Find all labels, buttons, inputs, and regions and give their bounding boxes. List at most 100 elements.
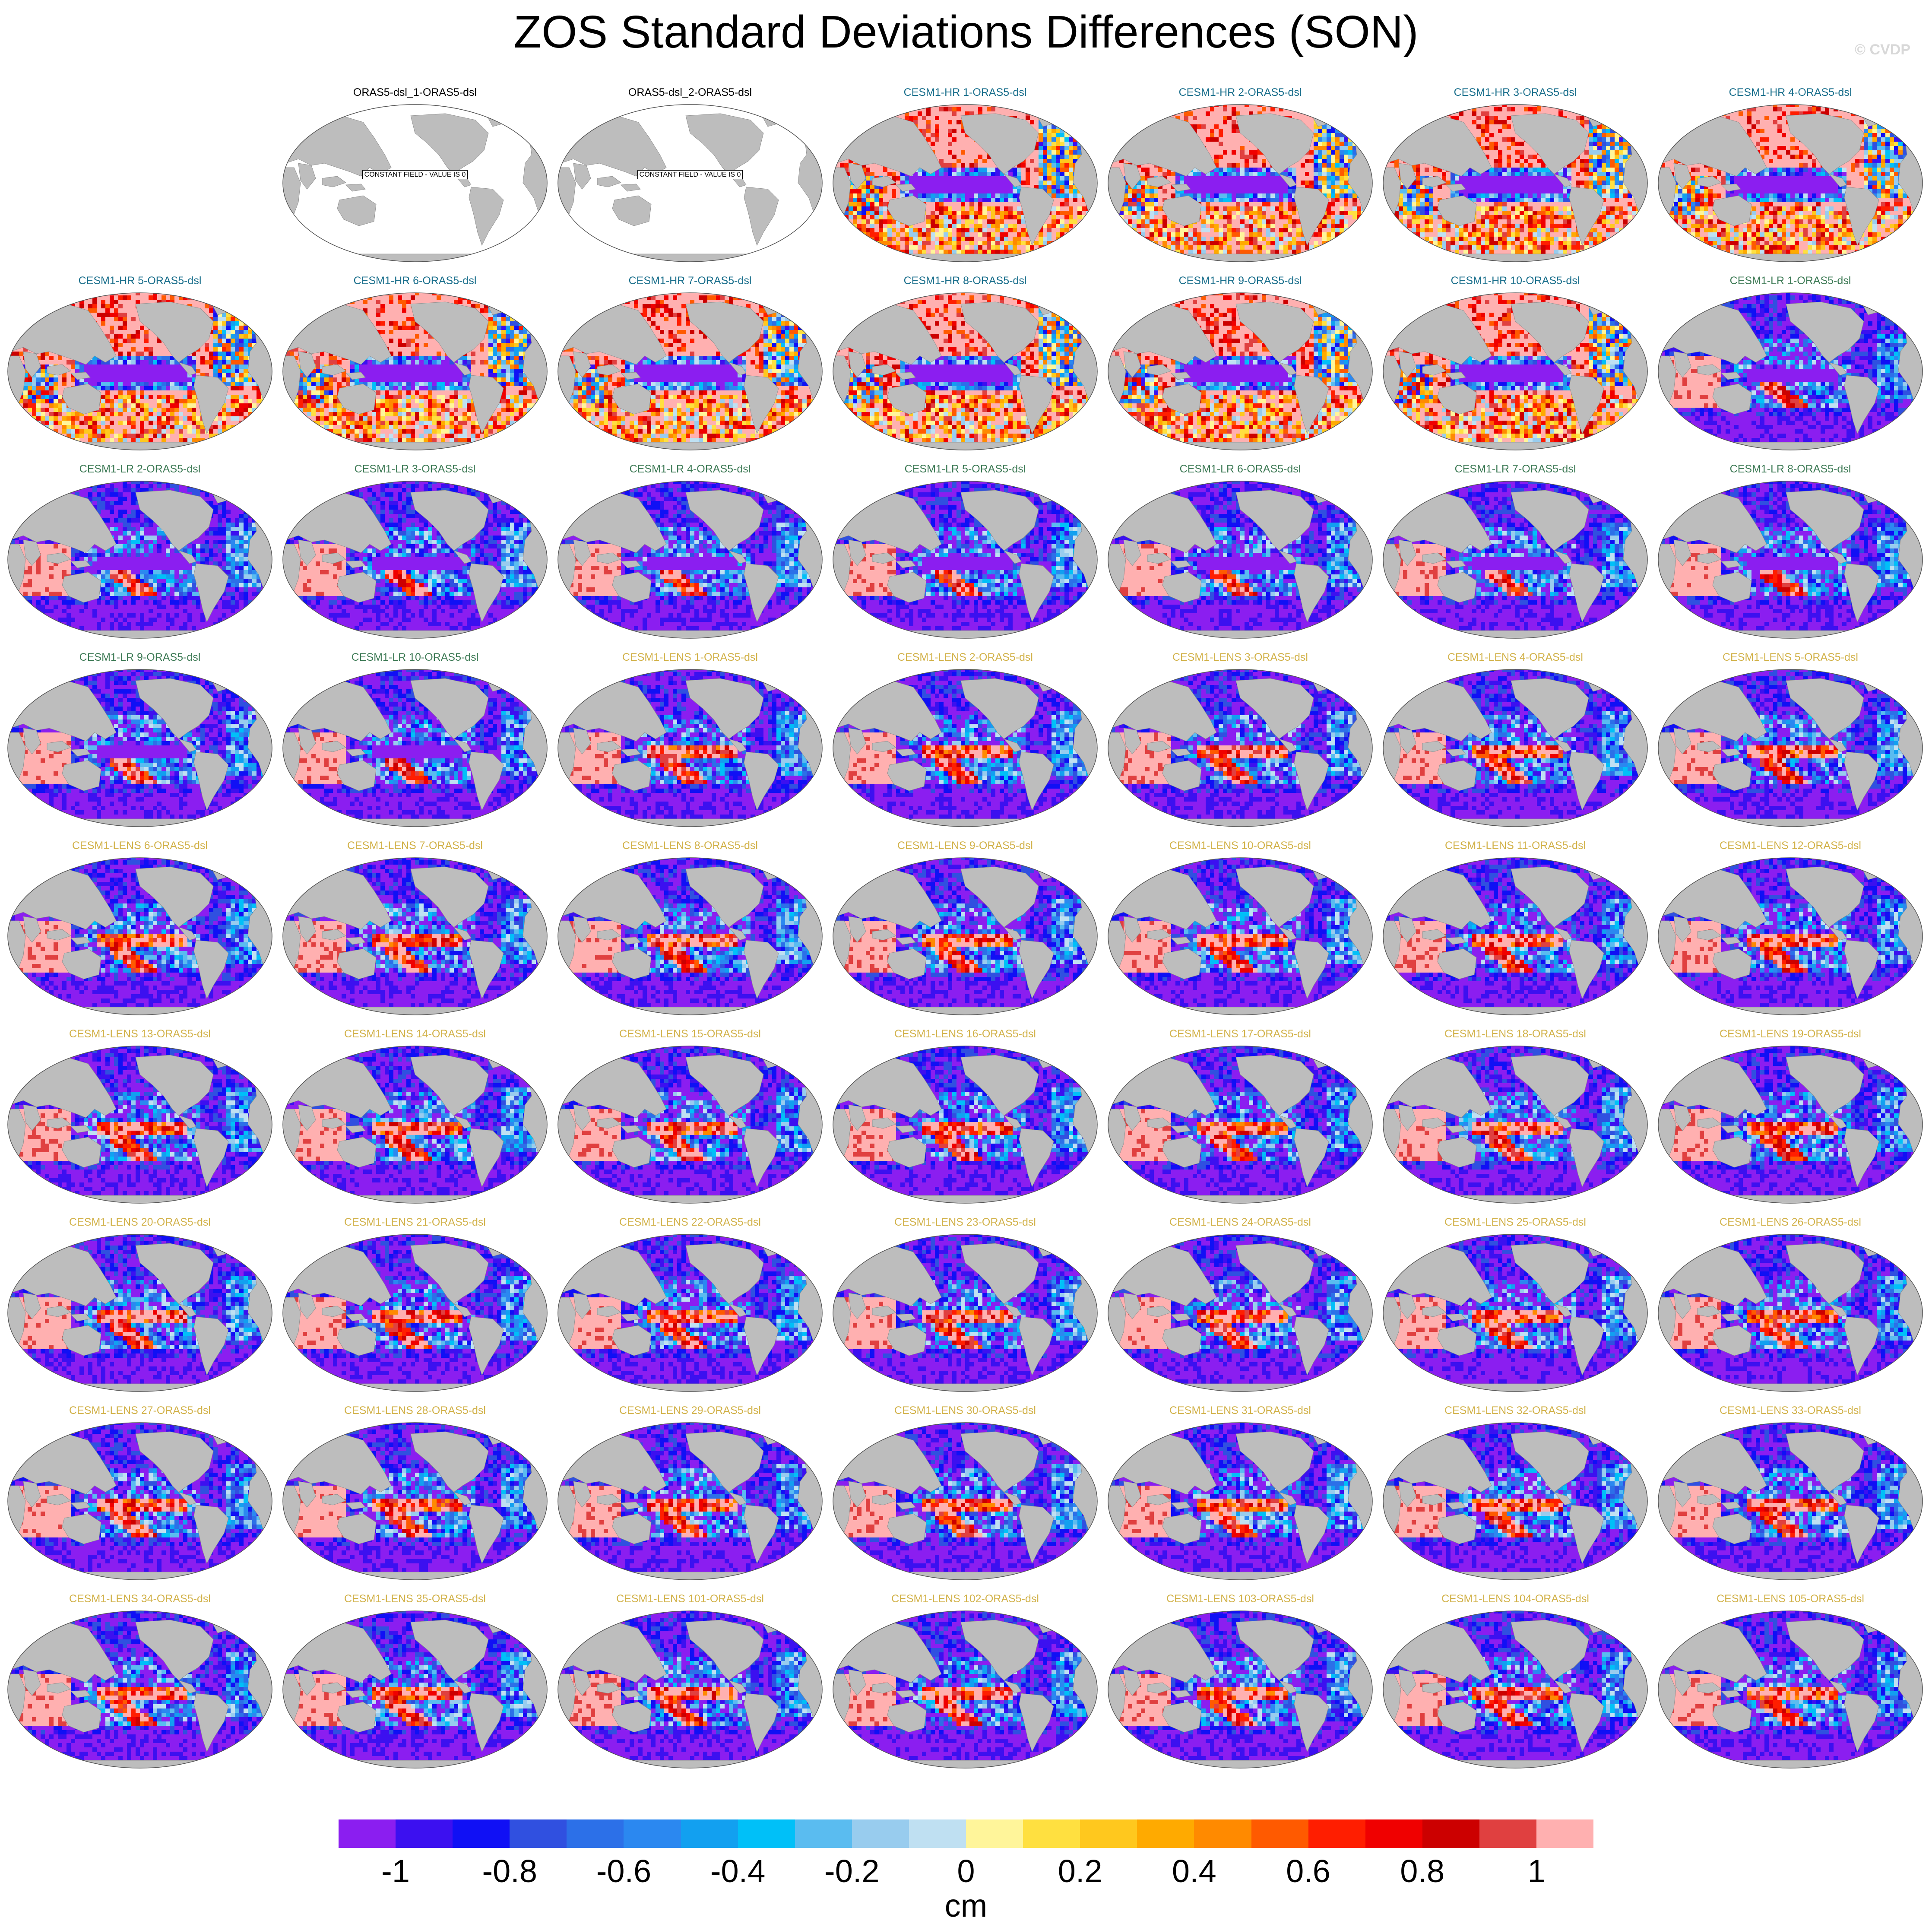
- colorbar-segment: [339, 1819, 396, 1848]
- panel-title: CESM1-LENS 20-ORAS5-dsl: [6, 1216, 274, 1229]
- map-panel: CESM1-LENS 19-ORAS5-dsl: [1656, 1028, 1924, 1205]
- map-panel: CESM1-LENS 13-ORAS5-dsl: [6, 1028, 274, 1205]
- panel-title: CESM1-LENS 27-ORAS5-dsl: [6, 1404, 274, 1417]
- map-panel: CESM1-HR 1-ORAS5-dsl: [831, 86, 1099, 263]
- panel-title: CESM1-LENS 12-ORAS5-dsl: [1656, 840, 1924, 852]
- world-map: [556, 103, 824, 263]
- panel-title: CESM1-LENS 9-ORAS5-dsl: [831, 840, 1099, 852]
- panel-title: CESM1-LENS 101-ORAS5-dsl: [556, 1593, 824, 1605]
- colorbar-tick-label: 0.4: [1142, 1853, 1246, 1889]
- panel-title: CESM1-HR 7-ORAS5-dsl: [556, 275, 824, 287]
- map-panel: CESM1-LENS 105-ORAS5-dsl: [1656, 1593, 1924, 1770]
- map-panel: CESM1-HR 4-ORAS5-dsl: [1656, 86, 1924, 263]
- map-panel: CESM1-LENS 23-ORAS5-dsl: [831, 1216, 1099, 1393]
- map-panel: CESM1-LR 6-ORAS5-dsl: [1106, 463, 1374, 640]
- world-map: [831, 1609, 1099, 1770]
- panel-title: CESM1-HR 9-ORAS5-dsl: [1106, 275, 1374, 287]
- world-map: [281, 479, 549, 640]
- panel-title: CESM1-LENS 6-ORAS5-dsl: [6, 840, 274, 852]
- panel-title: CESM1-LR 9-ORAS5-dsl: [6, 651, 274, 664]
- panel-title: CESM1-LENS 25-ORAS5-dsl: [1381, 1216, 1649, 1229]
- map-panel: CESM1-LENS 4-ORAS5-dsl: [1381, 651, 1649, 828]
- map-panel: CESM1-LR 2-ORAS5-dsl: [6, 463, 274, 640]
- world-map: [1656, 479, 1924, 640]
- map-panel: CESM1-LENS 17-ORAS5-dsl: [1106, 1028, 1374, 1205]
- world-map: [281, 856, 549, 1017]
- panel-title: CESM1-LENS 7-ORAS5-dsl: [281, 840, 549, 852]
- map-panel: CESM1-LENS 8-ORAS5-dsl: [556, 840, 824, 1017]
- map-panel: CESM1-LR 7-ORAS5-dsl: [1381, 463, 1649, 640]
- map-panel: CESM1-LENS 3-ORAS5-dsl: [1106, 651, 1374, 828]
- map-panel: CESM1-LR 4-ORAS5-dsl: [556, 463, 824, 640]
- panel-title: CESM1-LENS 15-ORAS5-dsl: [556, 1028, 824, 1040]
- world-map: [281, 1044, 549, 1205]
- colorbar-segment: [1194, 1819, 1251, 1848]
- panel-title: CESM1-LENS 14-ORAS5-dsl: [281, 1028, 549, 1040]
- colorbar-segment: [1251, 1819, 1308, 1848]
- world-map: [1381, 479, 1649, 640]
- map-panel: CESM1-LENS 31-ORAS5-dsl: [1106, 1404, 1374, 1582]
- world-map: [1381, 1609, 1649, 1770]
- panel-title: CESM1-HR 6-ORAS5-dsl: [281, 275, 549, 287]
- world-map: [556, 668, 824, 828]
- panel-title: CESM1-HR 4-ORAS5-dsl: [1656, 86, 1924, 99]
- colorbar-segment: [1080, 1819, 1137, 1848]
- panel-title: CESM1-LENS 32-ORAS5-dsl: [1381, 1404, 1649, 1417]
- panel-title: CESM1-LENS 105-ORAS5-dsl: [1656, 1593, 1924, 1605]
- world-map: [1656, 1609, 1924, 1770]
- map-panel: CESM1-LR 1-ORAS5-dsl: [1656, 275, 1924, 452]
- world-map: [556, 1609, 824, 1770]
- panel-title: CESM1-LENS 16-ORAS5-dsl: [831, 1028, 1099, 1040]
- map-panel: CESM1-LENS 29-ORAS5-dsl: [556, 1404, 824, 1582]
- map-panel: ORAS5-dsl_2-ORAS5-dsl CONSTANT FIELD - VA…: [556, 86, 824, 263]
- map-panel: CESM1-LENS 5-ORAS5-dsl: [1656, 651, 1924, 828]
- panel-title: CESM1-LENS 1-ORAS5-dsl: [556, 651, 824, 664]
- panel-title: CESM1-LENS 18-ORAS5-dsl: [1381, 1028, 1649, 1040]
- world-map: [1106, 856, 1374, 1017]
- world-map: [6, 1421, 274, 1582]
- map-panel: CESM1-HR 7-ORAS5-dsl: [556, 275, 824, 452]
- world-map: [556, 291, 824, 452]
- world-map: [281, 1233, 549, 1393]
- colorbar-segment: [1137, 1819, 1194, 1848]
- colorbar-segment: [738, 1819, 795, 1848]
- world-map: [1106, 668, 1374, 828]
- map-panel: CESM1-LR 9-ORAS5-dsl: [6, 651, 274, 828]
- map-panel: CESM1-LENS 2-ORAS5-dsl: [831, 651, 1099, 828]
- colorbar-segment: [567, 1819, 624, 1848]
- map-panel: CESM1-LENS 14-ORAS5-dsl: [281, 1028, 549, 1205]
- map-panel: CESM1-LR 10-ORAS5-dsl: [281, 651, 549, 828]
- map-panel: CESM1-LENS 32-ORAS5-dsl: [1381, 1404, 1649, 1582]
- panel-title: CESM1-LENS 28-ORAS5-dsl: [281, 1404, 549, 1417]
- panel-title: CESM1-LR 5-ORAS5-dsl: [831, 463, 1099, 475]
- panel-title: CESM1-LENS 29-ORAS5-dsl: [556, 1404, 824, 1417]
- panel-title: CESM1-LENS 23-ORAS5-dsl: [831, 1216, 1099, 1229]
- world-map: [556, 1233, 824, 1393]
- panel-title: ORAS5-dsl_2-ORAS5-dsl: [556, 86, 824, 99]
- world-map: [281, 1609, 549, 1770]
- world-map: [831, 1421, 1099, 1582]
- colorbar-segment: [1023, 1819, 1080, 1848]
- colorbar-segment: [1479, 1819, 1536, 1848]
- world-map: [1656, 291, 1924, 452]
- world-map: [1381, 856, 1649, 1017]
- map-panel: CESM1-LR 5-ORAS5-dsl: [831, 463, 1099, 640]
- map-panel: CESM1-LENS 16-ORAS5-dsl: [831, 1028, 1099, 1205]
- map-panel: CESM1-LENS 10-ORAS5-dsl: [1106, 840, 1374, 1017]
- panel-title: CESM1-LENS 26-ORAS5-dsl: [1656, 1216, 1924, 1229]
- world-map: [556, 1421, 824, 1582]
- panel-title: CESM1-LENS 4-ORAS5-dsl: [1381, 651, 1649, 664]
- constant-field-label: CONSTANT FIELD - VALUE IS 0: [556, 171, 824, 179]
- world-map: [1656, 1044, 1924, 1205]
- map-panel: CESM1-HR 10-ORAS5-dsl: [1381, 275, 1649, 452]
- colorbar-segment: [966, 1819, 1023, 1848]
- colorbar-tick-label: -0.6: [572, 1853, 675, 1889]
- panel-title: CESM1-LENS 11-ORAS5-dsl: [1381, 840, 1649, 852]
- panel-title: CESM1-LENS 31-ORAS5-dsl: [1106, 1404, 1374, 1417]
- colorbar-tick-label: 0.8: [1371, 1853, 1474, 1889]
- map-panel: CESM1-LENS 35-ORAS5-dsl: [281, 1593, 549, 1770]
- map-panel: CESM1-LENS 6-ORAS5-dsl: [6, 840, 274, 1017]
- map-panel: CESM1-HR 9-ORAS5-dsl: [1106, 275, 1374, 452]
